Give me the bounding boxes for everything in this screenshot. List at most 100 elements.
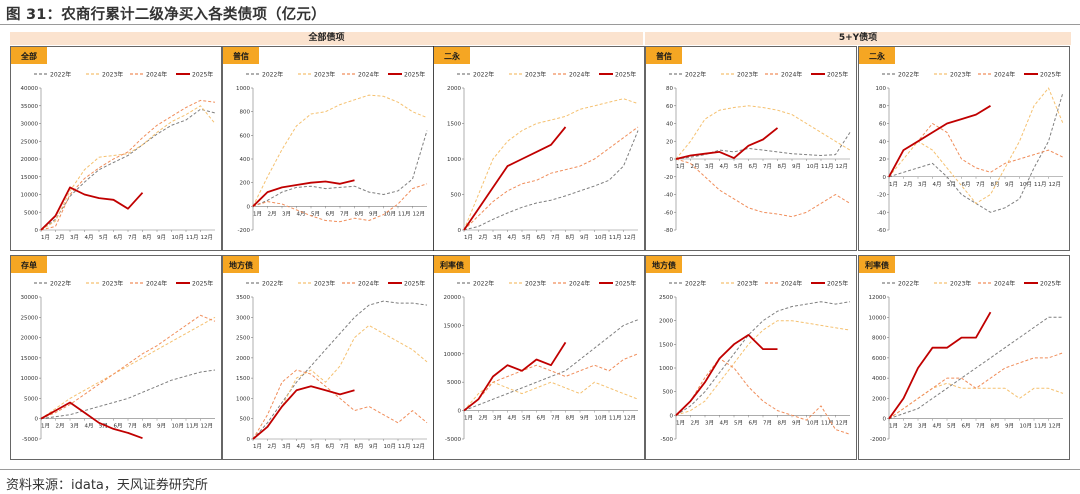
legend-label: 2025年 (827, 280, 848, 288)
x-tick-label: 6月 (114, 234, 123, 241)
legend-label: 2024年 (358, 71, 379, 79)
y-tick-label: 60 (666, 104, 673, 110)
x-tick-label: 12月 (1049, 181, 1062, 188)
x-tick-label: 8月 (355, 210, 364, 217)
y-tick-label: 1500 (659, 342, 673, 348)
x-tick-label: 3月 (493, 234, 502, 241)
x-tick-label: 11月 (821, 163, 834, 170)
x-tick-label: 12月 (201, 234, 214, 241)
y-tick-label: 0 (883, 175, 887, 181)
series-line (252, 130, 428, 207)
legend-label: 2022年 (898, 71, 919, 79)
x-tick-label: 12月 (413, 443, 426, 450)
bottom-divider (0, 469, 1080, 470)
y-tick-label: 2500 (659, 295, 673, 301)
source-note: 资料来源：idata，天风证券研究所 (6, 478, 208, 493)
x-tick-label: 4月 (933, 423, 942, 430)
series-line (463, 319, 639, 412)
x-tick-label: 9月 (792, 419, 801, 426)
panel-label-bg (646, 47, 682, 64)
x-tick-label: 1月 (464, 234, 473, 241)
panel-frame (645, 255, 857, 460)
x-tick-label: 10月 (384, 443, 397, 450)
legend-label: 2023年 (102, 280, 123, 288)
y-tick-label: 80 (879, 104, 886, 110)
x-tick-label: 5月 (311, 443, 320, 450)
y-tick-label: -60 (664, 210, 673, 216)
x-tick-label: 9月 (1005, 181, 1014, 188)
chart-panel: 二永 2022年 2023年 2024年 2025年 0 500 1000 1500 2000 1月… (433, 46, 645, 251)
x-tick-label: 2月 (268, 443, 277, 450)
series-line (40, 99, 216, 231)
y-tick-label: 10000 (869, 315, 887, 321)
panel-label: 存单 (20, 260, 37, 270)
series-line (252, 183, 428, 223)
panel-label-bg (434, 47, 470, 64)
y-tick-label: 2000 (236, 356, 250, 362)
y-tick-label: 200 (240, 181, 251, 187)
x-tick-label: 12月 (624, 415, 637, 422)
series-line (463, 98, 639, 231)
panel-label-bg (11, 256, 47, 273)
y-tick-label: 2000 (659, 319, 673, 325)
y-tick-label: -500 (661, 437, 674, 443)
legend-label: 2023年 (314, 71, 335, 79)
x-tick-label: 4月 (85, 234, 94, 241)
y-tick-label: 500 (240, 417, 251, 423)
panel-label: 普信 (233, 51, 249, 61)
legend-label: 2022年 (685, 71, 706, 79)
x-tick-label: 4月 (297, 443, 306, 450)
x-tick-label: 8月 (991, 423, 1000, 430)
panel-frame (433, 255, 645, 460)
y-tick-label: 15000 (21, 356, 39, 362)
x-tick-label: 11月 (821, 419, 834, 426)
legend-label: 2024年 (781, 280, 802, 288)
legend-label: 2023年 (102, 71, 123, 79)
y-tick-label: 25000 (21, 139, 39, 145)
legend-label: 2024年 (358, 280, 379, 288)
panel-label: 利率债 (439, 260, 464, 270)
group-header-5y: 5+Y债项 (645, 32, 1071, 45)
panel-frame (222, 46, 434, 251)
y-tick-label: 20000 (21, 336, 39, 342)
series-line (40, 369, 216, 420)
x-tick-label: 2月 (691, 163, 700, 170)
x-tick-label: 2月 (268, 210, 277, 217)
legend-label: 2022年 (473, 280, 494, 288)
x-tick-label: 6月 (114, 423, 123, 430)
y-tick-label: 40 (666, 122, 673, 128)
legend-label: 2024年 (146, 280, 167, 288)
panel-label: 地方债 (229, 260, 253, 270)
y-tick-label: 8000 (872, 336, 886, 342)
series-line (675, 105, 851, 160)
x-tick-label: 8月 (778, 163, 787, 170)
x-tick-label: 9月 (580, 415, 589, 422)
series-line (252, 385, 355, 440)
y-tick-label: -2000 (870, 437, 886, 443)
series-line (463, 126, 639, 231)
y-tick-label: 0 (670, 157, 674, 163)
panel-label-bg (434, 256, 470, 273)
x-tick-label: 1月 (676, 163, 685, 170)
x-tick-label: 6月 (962, 181, 971, 188)
x-tick-label: 9月 (369, 443, 378, 450)
y-tick-label: 20000 (21, 157, 39, 163)
x-tick-label: 4月 (297, 210, 306, 217)
series-line (40, 401, 143, 440)
chart-panel: 全部 2022年 2023年 2024年 2025年 0 5000 10000 15000 200… (10, 46, 222, 251)
y-tick-label: 10000 (21, 376, 39, 382)
x-tick-label: 7月 (763, 419, 772, 426)
y-tick-label: 6000 (872, 356, 886, 362)
y-tick-label: 4000 (872, 376, 886, 382)
series-line (40, 314, 216, 420)
y-tick-label: -40 (664, 193, 673, 199)
y-tick-label: 5000 (24, 210, 38, 216)
y-tick-label: 20000 (444, 295, 462, 301)
x-tick-label: 3月 (918, 181, 927, 188)
x-tick-label: 6月 (537, 415, 546, 422)
x-tick-label: 1月 (676, 419, 685, 426)
x-tick-label: 5月 (947, 181, 956, 188)
y-tick-label: 40000 (21, 86, 39, 92)
x-tick-label: 11月 (398, 443, 411, 450)
